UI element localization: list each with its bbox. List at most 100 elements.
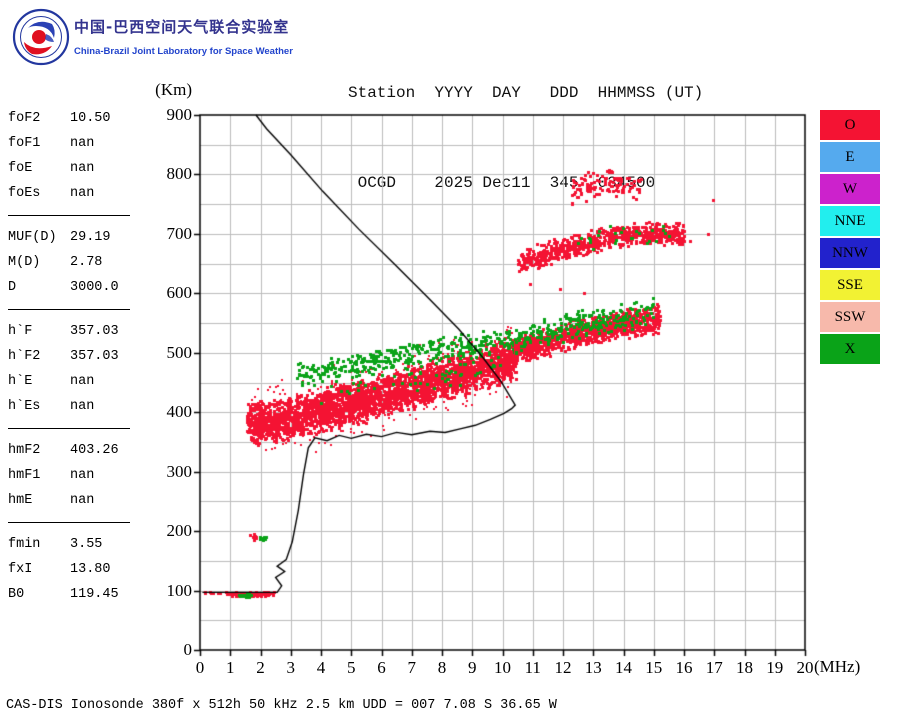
y-tick-label-500: 500 (166, 342, 193, 362)
x-tick-label-1: 1 (226, 658, 235, 677)
param-row-hf: h`F 357.03 (8, 319, 136, 344)
param-label: h`F2 (8, 349, 41, 364)
param-label: h`E (8, 374, 33, 389)
param-label: hmE (8, 493, 33, 508)
param-value: nan (70, 399, 95, 414)
lab-logo-globe-icon (12, 8, 70, 66)
legend-item-nne: NNE (820, 206, 880, 236)
param-row-he: h`E nan (8, 369, 136, 394)
param-row-hmf1: hmF1 nan (8, 463, 136, 488)
param-group-divider (8, 522, 130, 523)
footer-instrument-info: CAS-DIS Ionosonde 380f x 512h 50 kHz 2.5… (6, 698, 557, 713)
y-tick-label-800: 800 (166, 164, 193, 184)
param-value: 29.19 (70, 230, 111, 245)
param-row-hes: h`Es nan (8, 394, 136, 419)
legend-item-ssw: SSW (820, 302, 880, 332)
y-tick-label-900: 900 (166, 105, 193, 124)
x-tick-label-3: 3 (286, 658, 296, 677)
x-tick-label-9: 9 (468, 658, 477, 677)
x-tick-label-19: 19 (766, 658, 784, 677)
legend-item-sse: SSE (820, 270, 880, 300)
legend-label: O (844, 116, 856, 133)
param-value: nan (70, 374, 95, 389)
lab-title-english: China-Brazil Joint Laboratory for Space … (74, 46, 293, 57)
x-axis-unit-label: (MHz) (814, 657, 861, 676)
x-tick-label-13: 13 (584, 658, 602, 677)
echo-type-legend: O E W NNE NNW SSE SSW X (820, 110, 880, 366)
param-label: hmF2 (8, 443, 41, 458)
x-tick-label-14: 14 (615, 658, 632, 677)
param-row-mufd: MUF(D) 29.19 (8, 225, 136, 250)
param-value: 357.03 (70, 349, 119, 364)
legend-item-o: O (820, 110, 880, 140)
y-tick-label-600: 600 (166, 283, 193, 303)
param-label: foE (8, 161, 33, 176)
param-value: nan (70, 468, 95, 483)
param-row-hmf2: hmF2 403.26 (8, 438, 136, 463)
x-tick-label-16: 16 (675, 658, 693, 677)
param-value: 357.03 (70, 324, 119, 339)
param-row-foe: foE nan (8, 156, 136, 181)
legend-label: SSW (834, 308, 866, 325)
legend-label: NNW (832, 244, 868, 261)
param-label: foEs (8, 186, 41, 201)
param-value: nan (70, 161, 95, 176)
x-tick-label-12: 12 (554, 658, 572, 677)
param-value: 13.80 (70, 562, 111, 577)
lab-title-chinese: 中国-巴西空间天气联合实验室 (74, 18, 290, 36)
x-tick-label-6: 6 (377, 658, 386, 677)
legend-label: X (844, 340, 856, 357)
legend-label: SSE (837, 276, 863, 293)
param-row-d: D 3000.0 (8, 275, 136, 300)
param-row-md: M(D) 2.78 (8, 250, 136, 275)
param-row-fof2: foF2 10.50 (8, 106, 136, 131)
legend-item-e: E (820, 142, 880, 172)
param-value: 10.50 (70, 111, 111, 126)
param-row-hme: hmE nan (8, 488, 136, 513)
y-tick-label-200: 200 (166, 521, 193, 541)
x-tick-label-5: 5 (347, 658, 356, 677)
legend-label: NNE (834, 212, 866, 229)
param-value: 2.78 (70, 255, 103, 270)
lab-logo (12, 8, 70, 66)
param-label: M(D) (8, 255, 41, 270)
x-tick-label-11: 11 (524, 658, 541, 677)
param-row-hf2: h`F2 357.03 (8, 344, 136, 369)
param-row-fxi: fxI 13.80 (8, 557, 136, 582)
station-columns-row: Station YYYY DAY DDD HHMMSS (UT) (348, 84, 704, 102)
y-axis-unit-label: (Km) (155, 80, 192, 99)
x-tick-label-0: 0 (195, 658, 205, 677)
param-label: MUF(D) (8, 230, 57, 245)
y-tick-label-700: 700 (166, 223, 193, 243)
param-label: fxI (8, 562, 33, 577)
x-tick-label-2: 2 (256, 658, 265, 677)
legend-label: E (845, 148, 855, 165)
param-label: fmin (8, 537, 41, 552)
legend-item-nnw: NNW (820, 238, 880, 268)
legend-label: W (842, 180, 858, 197)
param-group-divider (8, 309, 130, 310)
param-value: nan (70, 136, 95, 151)
param-label: h`Es (8, 399, 41, 414)
param-value: 3000.0 (70, 280, 119, 295)
param-row-b0: B0 119.45 (8, 582, 136, 607)
y-tick-label-400: 400 (166, 402, 193, 422)
x-tick-label-4: 4 (316, 658, 326, 677)
param-label: h`F (8, 324, 33, 339)
x-tick-label-7: 7 (407, 658, 417, 677)
x-tick-label-20: 20 (796, 658, 814, 677)
x-tick-label-17: 17 (705, 658, 723, 677)
param-group-divider (8, 428, 130, 429)
legend-item-w: W (820, 174, 880, 204)
y-tick-label-100: 100 (166, 580, 193, 600)
param-label: foF1 (8, 136, 41, 151)
param-label: B0 (8, 587, 25, 602)
x-tick-label-18: 18 (736, 658, 753, 677)
param-row-foes: foEs nan (8, 181, 136, 206)
param-label: foF2 (8, 111, 41, 126)
y-tick-label-0: 0 (183, 640, 193, 659)
param-row-fmin: fmin 3.55 (8, 532, 136, 557)
x-tick-label-8: 8 (437, 658, 447, 677)
param-value: 119.45 (70, 587, 119, 602)
